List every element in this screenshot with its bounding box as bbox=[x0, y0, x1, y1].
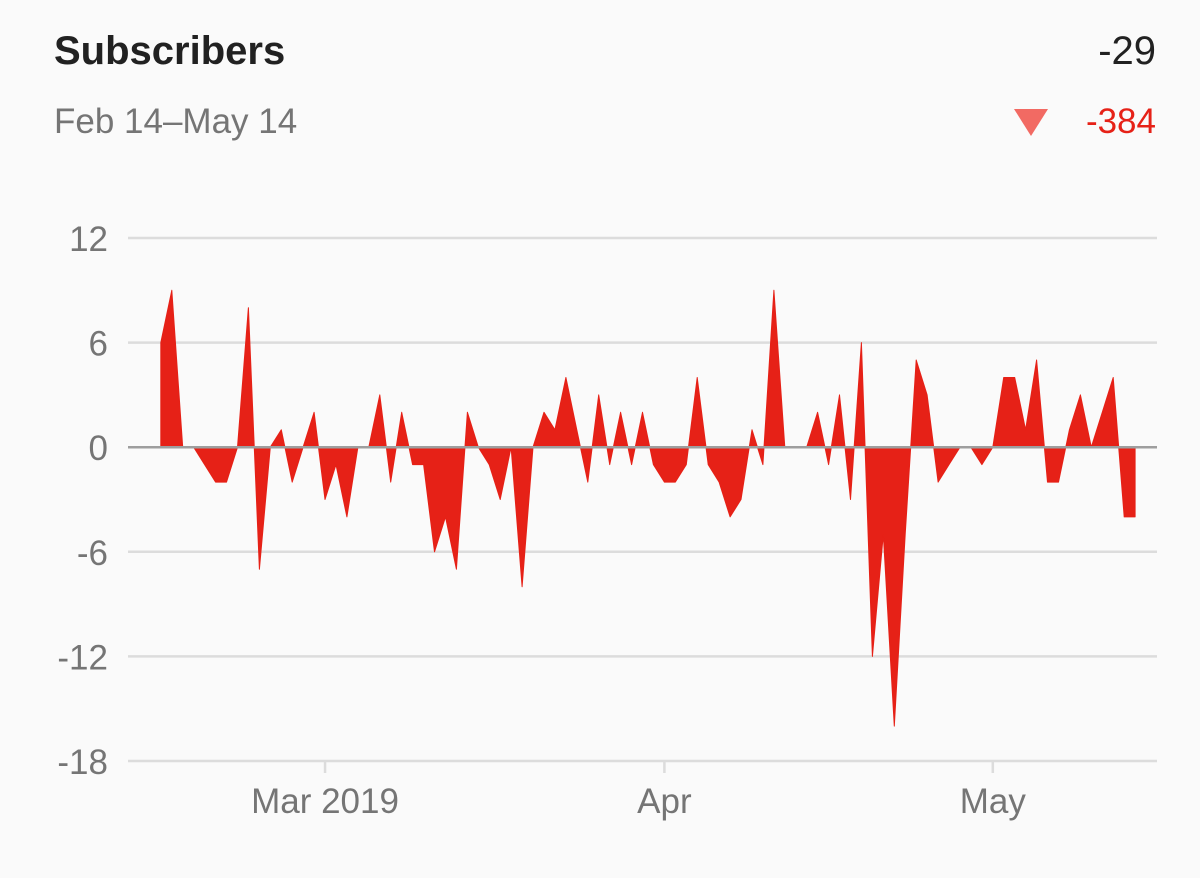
x-tick-label: Apr bbox=[637, 782, 692, 821]
y-tick-label: 0 bbox=[89, 429, 108, 468]
x-tick-label: Mar 2019 bbox=[251, 782, 399, 821]
chart-title: Subscribers bbox=[54, 29, 286, 73]
change-indicator: -384 bbox=[1013, 98, 1156, 146]
y-tick-label: -12 bbox=[57, 638, 108, 677]
y-tick-label: 6 bbox=[89, 325, 108, 364]
x-tick-label: May bbox=[960, 782, 1027, 821]
total-value: -29 bbox=[1098, 29, 1156, 73]
y-tick-label: 12 bbox=[69, 220, 108, 259]
change-value: -384 bbox=[1085, 102, 1156, 141]
y-tick-label: -6 bbox=[77, 534, 108, 573]
y-tick-label: -18 bbox=[57, 743, 108, 782]
down-triangle-icon bbox=[1013, 108, 1048, 136]
date-range: Feb 14–May 14 bbox=[54, 102, 298, 141]
subscribers-area bbox=[160, 289, 1136, 727]
